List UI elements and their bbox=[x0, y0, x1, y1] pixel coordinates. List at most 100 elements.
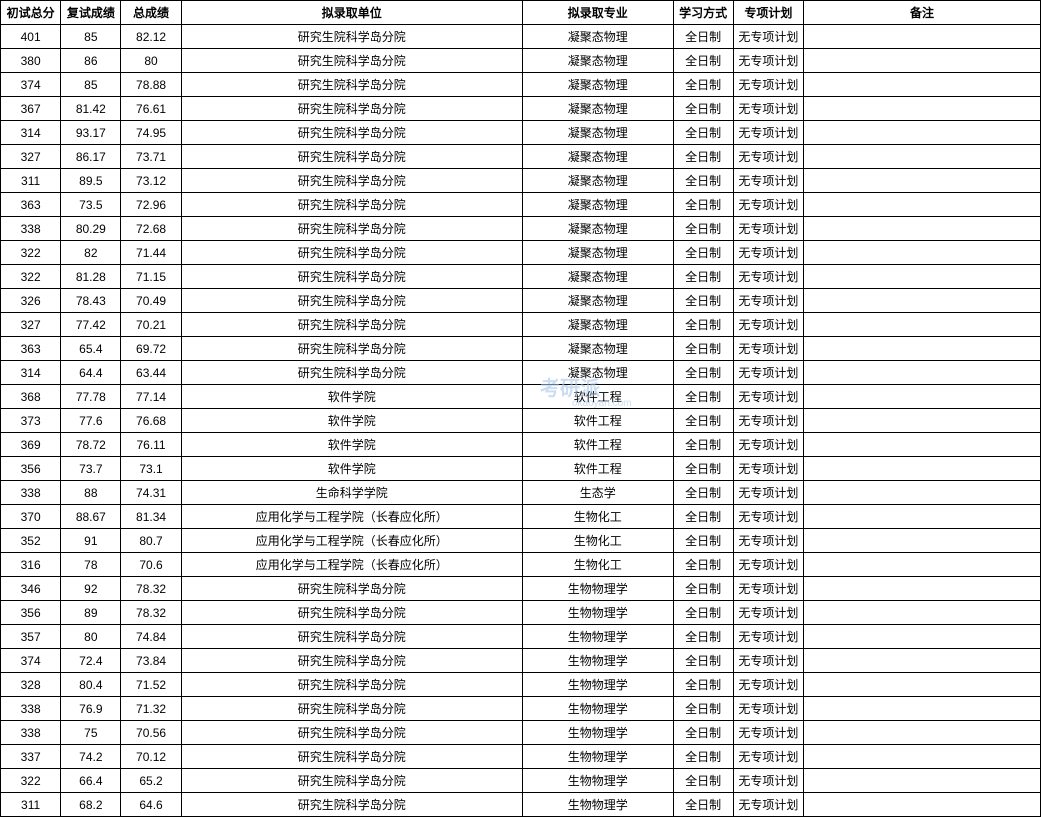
table-cell: 80 bbox=[61, 625, 121, 649]
table-cell: 生物化工 bbox=[522, 529, 673, 553]
table-cell: 软件学院 bbox=[181, 457, 522, 481]
table-cell: 64.6 bbox=[121, 793, 181, 817]
table-cell bbox=[804, 25, 1041, 49]
table-cell: 76.11 bbox=[121, 433, 181, 457]
table-cell bbox=[804, 145, 1041, 169]
table-cell: 研究生院科学岛分院 bbox=[181, 601, 522, 625]
table-row: 32880.471.52研究生院科学岛分院生物物理学全日制无专项计划 bbox=[1, 673, 1041, 697]
table-cell: 73.5 bbox=[61, 193, 121, 217]
table-cell: 374 bbox=[1, 73, 61, 97]
table-cell: 65.4 bbox=[61, 337, 121, 361]
table-cell: 77.78 bbox=[61, 385, 121, 409]
table-cell bbox=[804, 241, 1041, 265]
table-cell: 全日制 bbox=[673, 289, 733, 313]
table-cell: 软件工程 bbox=[522, 433, 673, 457]
table-cell: 研究生院科学岛分院 bbox=[181, 337, 522, 361]
table-cell bbox=[804, 553, 1041, 577]
table-cell: 研究生院科学岛分院 bbox=[181, 649, 522, 673]
table-cell bbox=[804, 577, 1041, 601]
table-row: 36781.4276.61研究生院科学岛分院凝聚态物理全日制无专项计划 bbox=[1, 97, 1041, 121]
column-header-2: 总成绩 bbox=[121, 1, 181, 25]
table-cell: 全日制 bbox=[673, 193, 733, 217]
table-cell: 77.14 bbox=[121, 385, 181, 409]
table-cell: 无专项计划 bbox=[733, 601, 803, 625]
table-cell: 326 bbox=[1, 289, 61, 313]
table-cell: 生态学 bbox=[522, 481, 673, 505]
table-cell: 凝聚态物理 bbox=[522, 193, 673, 217]
table-cell bbox=[804, 313, 1041, 337]
table-row: 35673.773.1软件学院软件工程全日制无专项计划 bbox=[1, 457, 1041, 481]
table-cell bbox=[804, 169, 1041, 193]
table-cell: 70.49 bbox=[121, 289, 181, 313]
table-cell: 81.42 bbox=[61, 97, 121, 121]
table-cell: 全日制 bbox=[673, 265, 733, 289]
table-cell bbox=[804, 793, 1041, 817]
table-cell: 328 bbox=[1, 673, 61, 697]
table-row: 3469278.32研究生院科学岛分院生物物理学全日制无专项计划 bbox=[1, 577, 1041, 601]
table-cell: 软件学院 bbox=[181, 433, 522, 457]
table-cell: 无专项计划 bbox=[733, 193, 803, 217]
table-cell: 全日制 bbox=[673, 649, 733, 673]
table-cell: 凝聚态物理 bbox=[522, 265, 673, 289]
table-cell: 85 bbox=[61, 73, 121, 97]
table-header-row: 初试总分复试成绩总成绩拟录取单位拟录取专业学习方式专项计划备注 bbox=[1, 1, 1041, 25]
table-cell: 研究生院科学岛分院 bbox=[181, 145, 522, 169]
table-cell: 研究生院科学岛分院 bbox=[181, 49, 522, 73]
table-cell: 全日制 bbox=[673, 409, 733, 433]
table-cell: 76.68 bbox=[121, 409, 181, 433]
table-row: 37377.676.68软件学院软件工程全日制无专项计划 bbox=[1, 409, 1041, 433]
table-cell: 研究生院科学岛分院 bbox=[181, 361, 522, 385]
table-cell: 363 bbox=[1, 337, 61, 361]
table-cell: 无专项计划 bbox=[733, 553, 803, 577]
table-cell bbox=[804, 721, 1041, 745]
table-cell: 314 bbox=[1, 361, 61, 385]
table-cell: 全日制 bbox=[673, 145, 733, 169]
table-cell: 369 bbox=[1, 433, 61, 457]
table-row: 36978.7276.11软件学院软件工程全日制无专项计划 bbox=[1, 433, 1041, 457]
table-cell: 全日制 bbox=[673, 457, 733, 481]
table-cell: 无专项计划 bbox=[733, 337, 803, 361]
table-cell bbox=[804, 529, 1041, 553]
table-row: 32266.465.2研究生院科学岛分院生物物理学全日制无专项计划 bbox=[1, 769, 1041, 793]
table-cell: 338 bbox=[1, 217, 61, 241]
table-cell: 无专项计划 bbox=[733, 361, 803, 385]
table-cell: 生物物理学 bbox=[522, 673, 673, 697]
table-cell: 65.2 bbox=[121, 769, 181, 793]
table-cell: 无专项计划 bbox=[733, 73, 803, 97]
table-cell: 无专项计划 bbox=[733, 145, 803, 169]
table-cell: 研究生院科学岛分院 bbox=[181, 745, 522, 769]
table-cell bbox=[804, 265, 1041, 289]
table-cell: 无专项计划 bbox=[733, 793, 803, 817]
table-cell: 全日制 bbox=[673, 97, 733, 121]
table-cell: 338 bbox=[1, 697, 61, 721]
table-cell: 全日制 bbox=[673, 481, 733, 505]
table-cell: 无专项计划 bbox=[733, 289, 803, 313]
table-cell: 无专项计划 bbox=[733, 121, 803, 145]
table-cell: 无专项计划 bbox=[733, 673, 803, 697]
table-cell: 80.29 bbox=[61, 217, 121, 241]
table-cell: 全日制 bbox=[673, 241, 733, 265]
table-cell: 80 bbox=[121, 49, 181, 73]
table-cell: 无专项计划 bbox=[733, 433, 803, 457]
table-cell: 74.84 bbox=[121, 625, 181, 649]
table-cell: 85 bbox=[61, 25, 121, 49]
table-cell bbox=[804, 97, 1041, 121]
table-cell: 全日制 bbox=[673, 337, 733, 361]
table-cell: 全日制 bbox=[673, 769, 733, 793]
table-row: 3748578.88研究生院科学岛分院凝聚态物理全日制无专项计划 bbox=[1, 73, 1041, 97]
table-cell: 生物物理学 bbox=[522, 697, 673, 721]
table-cell: 78.43 bbox=[61, 289, 121, 313]
table-row: 36365.469.72研究生院科学岛分院凝聚态物理全日制无专项计划 bbox=[1, 337, 1041, 361]
table-cell: 凝聚态物理 bbox=[522, 289, 673, 313]
table-row: 32281.2871.15研究生院科学岛分院凝聚态物理全日制无专项计划 bbox=[1, 265, 1041, 289]
table-cell: 80.4 bbox=[61, 673, 121, 697]
table-cell: 研究生院科学岛分院 bbox=[181, 169, 522, 193]
table-cell: 凝聚态物理 bbox=[522, 73, 673, 97]
table-cell bbox=[804, 193, 1041, 217]
table-cell: 无专项计划 bbox=[733, 505, 803, 529]
table-row: 31464.463.44研究生院科学岛分院凝聚态物理全日制无专项计划 bbox=[1, 361, 1041, 385]
table-cell: 生物物理学 bbox=[522, 721, 673, 745]
table-cell: 研究生院科学岛分院 bbox=[181, 25, 522, 49]
table-cell: 89 bbox=[61, 601, 121, 625]
table-cell: 研究生院科学岛分院 bbox=[181, 697, 522, 721]
